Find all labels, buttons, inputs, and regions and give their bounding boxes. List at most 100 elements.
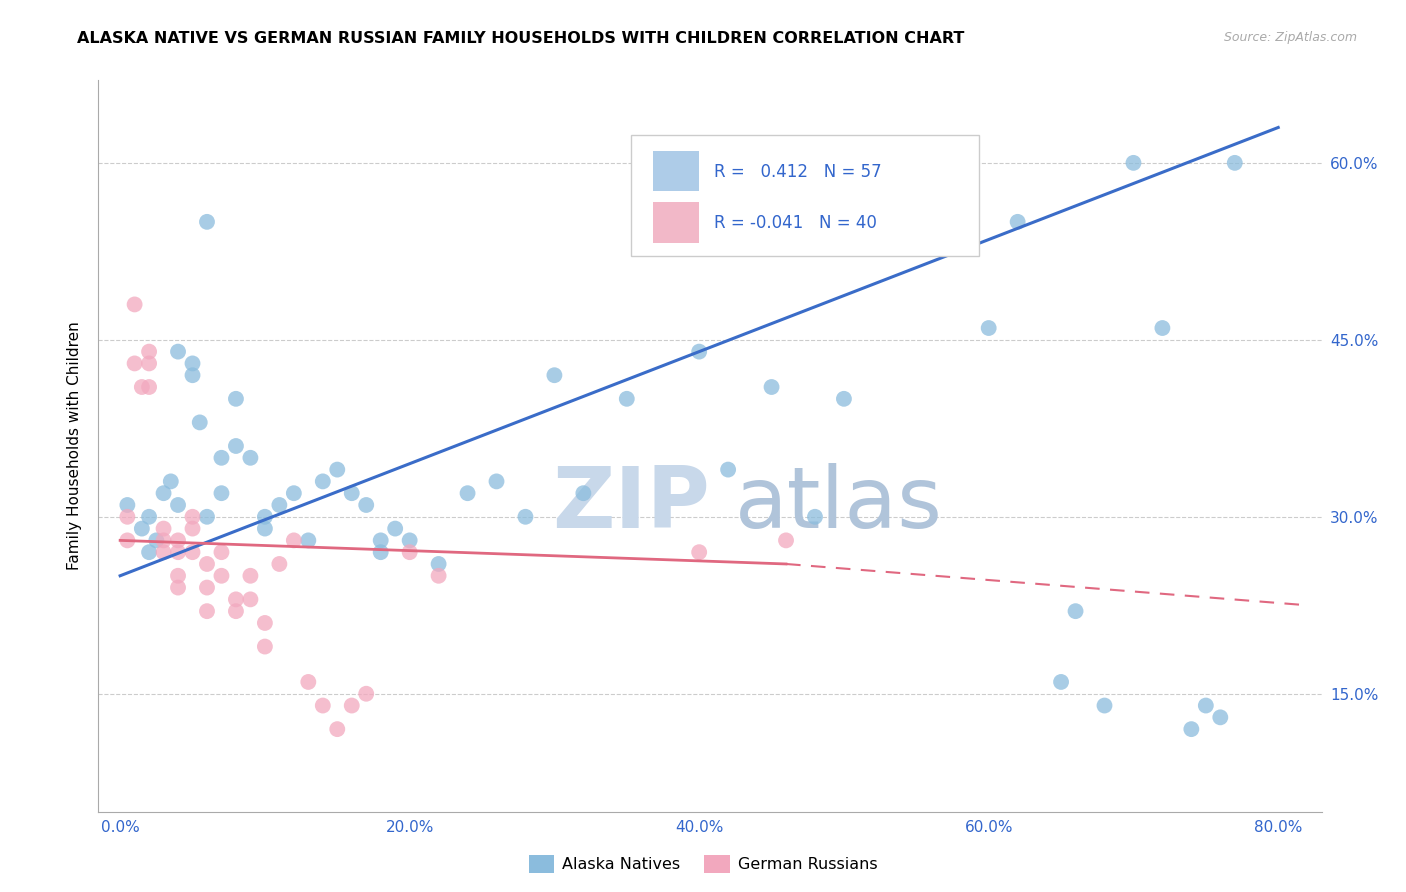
Point [832, 392, 855, 406]
Point [195, 509, 218, 524]
Point [1209, 710, 1232, 724]
Point [211, 545, 233, 559]
Point [384, 522, 406, 536]
Point [1094, 698, 1116, 713]
Point [761, 380, 783, 394]
Point [688, 545, 710, 559]
Point [340, 698, 363, 713]
Point [283, 533, 305, 548]
Point [269, 557, 291, 571]
Point [688, 344, 710, 359]
Point [138, 380, 160, 394]
Point [225, 592, 247, 607]
Point [457, 486, 479, 500]
Point [138, 509, 160, 524]
Point [804, 509, 827, 524]
Point [297, 675, 319, 690]
Point [225, 604, 247, 618]
Point [370, 545, 392, 559]
Point [211, 450, 233, 465]
Point [167, 533, 190, 548]
Point [124, 297, 146, 311]
Legend: Alaska Natives, German Russians: Alaska Natives, German Russians [522, 848, 884, 880]
Point [269, 498, 291, 512]
Point [1152, 321, 1174, 335]
Point [1180, 722, 1202, 736]
Text: R =   0.412   N = 57: R = 0.412 N = 57 [714, 162, 882, 181]
Point [543, 368, 565, 383]
Point [181, 368, 204, 383]
Point [195, 215, 218, 229]
Text: Source: ZipAtlas.com: Source: ZipAtlas.com [1223, 31, 1357, 45]
Point [515, 509, 537, 524]
Point [326, 722, 349, 736]
Point [485, 475, 508, 489]
Point [398, 545, 420, 559]
Point [253, 640, 276, 654]
Point [253, 522, 276, 536]
Point [167, 581, 190, 595]
Point [138, 545, 160, 559]
Point [253, 615, 276, 630]
Point [1050, 675, 1073, 690]
Point [195, 581, 218, 595]
Point [297, 533, 319, 548]
Point [659, 215, 682, 229]
Point [117, 533, 139, 548]
Point [312, 698, 335, 713]
Point [340, 486, 363, 500]
Point [239, 568, 262, 582]
Point [117, 498, 139, 512]
Point [427, 568, 450, 582]
Point [1007, 215, 1029, 229]
Point [195, 604, 218, 618]
Point [427, 557, 450, 571]
Point [152, 486, 174, 500]
Point [239, 592, 262, 607]
Bar [652, 202, 699, 243]
Point [225, 392, 247, 406]
Point [211, 568, 233, 582]
Point [1064, 604, 1087, 618]
Point [181, 545, 204, 559]
Point [167, 545, 190, 559]
Point [1122, 156, 1144, 170]
Point [211, 486, 233, 500]
Point [181, 509, 204, 524]
Point [152, 522, 174, 536]
Point [312, 475, 335, 489]
Text: R = -0.041   N = 40: R = -0.041 N = 40 [714, 214, 876, 232]
Point [1195, 698, 1218, 713]
FancyBboxPatch shape [630, 135, 979, 256]
Point [145, 533, 167, 548]
Point [195, 557, 218, 571]
Text: atlas: atlas [734, 463, 942, 546]
Point [138, 356, 160, 370]
Point [370, 533, 392, 548]
Point [283, 486, 305, 500]
Point [775, 533, 797, 548]
Point [398, 533, 420, 548]
Point [572, 486, 595, 500]
Point [188, 416, 211, 430]
Point [977, 321, 1000, 335]
Point [138, 344, 160, 359]
Point [167, 344, 190, 359]
Y-axis label: Family Households with Children: Family Households with Children [67, 322, 83, 570]
Point [131, 522, 153, 536]
Point [167, 498, 190, 512]
Point [905, 215, 928, 229]
Text: ZIP: ZIP [553, 463, 710, 546]
Point [181, 356, 204, 370]
Point [131, 380, 153, 394]
Point [239, 450, 262, 465]
Point [167, 568, 190, 582]
Point [354, 687, 377, 701]
Point [225, 439, 247, 453]
Point [117, 509, 139, 524]
Point [354, 498, 377, 512]
Text: ALASKA NATIVE VS GERMAN RUSSIAN FAMILY HOUSEHOLDS WITH CHILDREN CORRELATION CHAR: ALASKA NATIVE VS GERMAN RUSSIAN FAMILY H… [77, 31, 965, 46]
Point [124, 356, 146, 370]
Point [1223, 156, 1246, 170]
Point [326, 462, 349, 476]
